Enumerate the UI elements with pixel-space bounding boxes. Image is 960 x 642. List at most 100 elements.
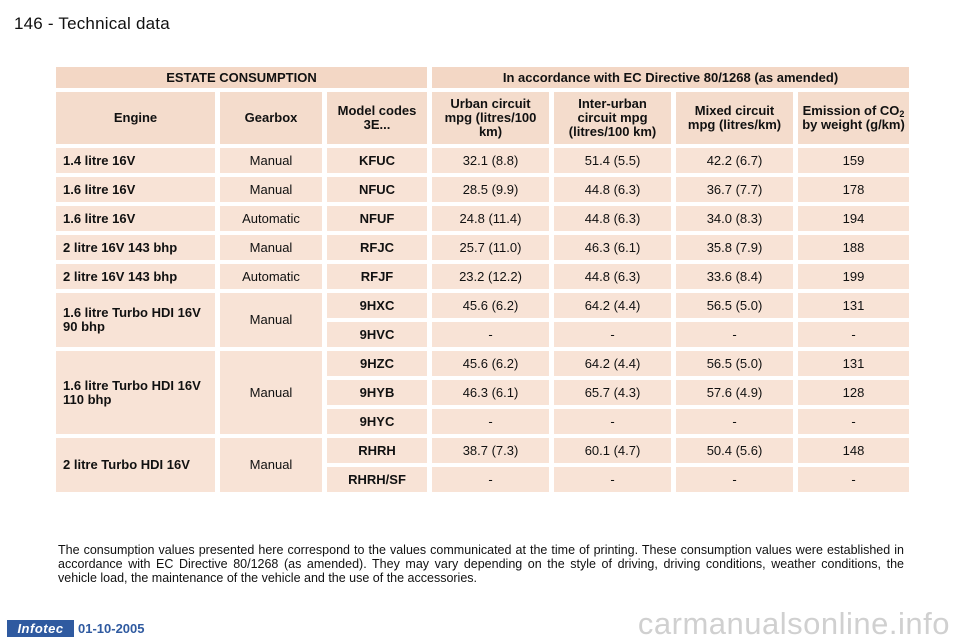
- cell-co2: -: [798, 322, 910, 347]
- cell-urban: -: [432, 322, 550, 347]
- cell-model-code: RFJC: [327, 235, 428, 260]
- header-emission-post: by weight (g/km): [802, 117, 905, 132]
- cell-gearbox: Automatic: [220, 206, 322, 231]
- header-emission-sub: 2: [899, 109, 905, 119]
- cell-urban: 45.6 (6.2): [432, 293, 550, 318]
- header-engine: Engine: [56, 92, 215, 144]
- header-gearbox: Gearbox: [220, 92, 322, 144]
- cell-mixed: 57.6 (4.9): [676, 380, 794, 405]
- footnote: The consumption values presented here co…: [58, 543, 904, 585]
- header-emission-pre: Emission of CO: [802, 103, 900, 118]
- cell-urban: 24.8 (11.4): [432, 206, 550, 231]
- cell-urban: 32.1 (8.8): [432, 148, 550, 173]
- header-mixed: Mixed circuit mpg (litres/km): [676, 92, 794, 144]
- cell-engine: 2 litre 16V 143 bhp: [56, 235, 215, 260]
- cell-mixed: -: [676, 467, 794, 492]
- table-row: 1.6 litre Turbo HDI 16V 110 bhp Manual 9HZ…: [56, 351, 910, 434]
- cell-model-code: RHRH/SF: [327, 467, 428, 492]
- cell-co2: 178: [798, 177, 910, 202]
- cell-engine: 1.6 litre 16V: [56, 177, 215, 202]
- cell-interurban: 64.2 (4.4): [554, 351, 672, 376]
- cell-co2: 199: [798, 264, 910, 289]
- table-row: 9HVC - - - -: [56, 322, 910, 347]
- cell-interurban: 65.7 (4.3): [554, 380, 672, 405]
- cell-mixed: 56.5 (5.0): [676, 293, 794, 318]
- header-emission: Emission of CO2 by weight (g/km): [798, 92, 910, 144]
- cell-mixed: -: [676, 322, 794, 347]
- cell-gearbox: Manual: [220, 293, 322, 347]
- infotec-logo: Infotec: [7, 620, 74, 637]
- cell-gearbox: Manual: [220, 148, 322, 173]
- cell-mixed: 34.0 (8.3): [676, 206, 794, 231]
- cell-model-code: KFUC: [327, 148, 428, 173]
- header-interurban: Inter-urban circuit mpg (litres/100 km): [554, 92, 672, 144]
- cell-urban: 38.7 (7.3): [432, 438, 550, 463]
- table-row: 9HYC - - - -: [56, 409, 910, 434]
- cell-urban: -: [432, 467, 550, 492]
- cell-co2: 131: [798, 351, 910, 376]
- cell-interurban: 64.2 (4.4): [554, 293, 672, 318]
- cell-model-code: NFUC: [327, 177, 428, 202]
- footer-date: 01-10-2005: [78, 621, 145, 636]
- cell-engine: 2 litre 16V 143 bhp: [56, 264, 215, 289]
- cell-co2: 159: [798, 148, 910, 173]
- cell-gearbox: Manual: [220, 235, 322, 260]
- cell-mixed: 42.2 (6.7): [676, 148, 794, 173]
- cell-urban: 45.6 (6.2): [432, 351, 550, 376]
- cell-co2: 148: [798, 438, 910, 463]
- table-row: 2 litre Turbo HDI 16V Manual RHRH 38.7 (7.3…: [56, 438, 910, 492]
- cell-co2: 131: [798, 293, 910, 318]
- cell-engine: 2 litre Turbo HDI 16V: [56, 438, 215, 492]
- table-row: 1.4 litre 16V Manual KFUC 32.1 (8.8) 51.4 (5…: [56, 148, 910, 173]
- cell-urban: 46.3 (6.1): [432, 380, 550, 405]
- header-model-codes: Model codes 3E...: [327, 92, 428, 144]
- cell-model-code: NFUF: [327, 206, 428, 231]
- watermark: carmanualsonline.info: [637, 606, 950, 641]
- cell-engine: 1.6 litre Turbo HDI 16V 110 bhp: [56, 351, 215, 434]
- table-row: 1.6 litre 16V Manual NFUC 28.5 (9.9) 44.8 (6…: [56, 177, 910, 202]
- table-row: 1.6 litre 16V Automatic NFUF 24.8 (11.4) 44.…: [56, 206, 910, 231]
- cell-engine: 1.4 litre 16V: [56, 148, 215, 173]
- cell-engine: 1.6 litre 16V: [56, 206, 215, 231]
- cell-mixed: 50.4 (5.6): [676, 438, 794, 463]
- cell-mixed: 33.6 (8.4): [676, 264, 794, 289]
- table-band-title: ESTATE CONSUMPTION: [56, 67, 428, 88]
- cell-interurban: -: [554, 467, 672, 492]
- cell-model-code: 9HYB: [327, 380, 428, 405]
- table-row: RHRH/SF - - - -: [56, 467, 910, 492]
- cell-model-code: RHRH: [327, 438, 428, 463]
- cell-interurban: 44.8 (6.3): [554, 177, 672, 202]
- table-row: 2 litre 16V 143 bhp Automatic RFJF 23.2 (12…: [56, 264, 910, 289]
- cell-co2: -: [798, 467, 910, 492]
- cell-co2: 128: [798, 380, 910, 405]
- cell-gearbox: Automatic: [220, 264, 322, 289]
- table-row: 1.6 litre Turbo HDI 16V 90 bhp Manual 9HXC…: [56, 293, 910, 347]
- cell-interurban: 51.4 (5.5): [554, 148, 672, 173]
- cell-co2: 194: [798, 206, 910, 231]
- cell-model-code: 9HYC: [327, 409, 428, 434]
- cell-interurban: 60.1 (4.7): [554, 438, 672, 463]
- cell-interurban: 44.8 (6.3): [554, 206, 672, 231]
- cell-engine: 1.6 litre Turbo HDI 16V 90 bhp: [56, 293, 215, 347]
- cell-urban: 23.2 (12.2): [432, 264, 550, 289]
- cell-co2: 188: [798, 235, 910, 260]
- cell-mixed: 56.5 (5.0): [676, 351, 794, 376]
- table-row: 2 litre 16V 143 bhp Manual RFJC 25.7 (11.0)…: [56, 235, 910, 260]
- cell-mixed: 36.7 (7.7): [676, 177, 794, 202]
- cell-interurban: 46.3 (6.1): [554, 235, 672, 260]
- cell-co2: -: [798, 409, 910, 434]
- cell-interurban: -: [554, 409, 672, 434]
- table-band-directive: In accordance with EC Directive 80/1268 …: [432, 67, 910, 88]
- cell-model-code: 9HXC: [327, 293, 428, 318]
- cell-mixed: -: [676, 409, 794, 434]
- cell-gearbox: Manual: [220, 177, 322, 202]
- cell-gearbox: Manual: [220, 351, 322, 434]
- cell-model-code: 9HVC: [327, 322, 428, 347]
- cell-urban: 28.5 (9.9): [432, 177, 550, 202]
- cell-gearbox: Manual: [220, 438, 322, 492]
- header-urban: Urban circuit mpg (litres/100 km): [432, 92, 550, 144]
- cell-urban: -: [432, 409, 550, 434]
- cell-urban: 25.7 (11.0): [432, 235, 550, 260]
- table-row: 9HYB 46.3 (6.1) 65.7 (4.3) 57.6 (4.9) 128: [56, 380, 910, 405]
- cell-model-code: RFJF: [327, 264, 428, 289]
